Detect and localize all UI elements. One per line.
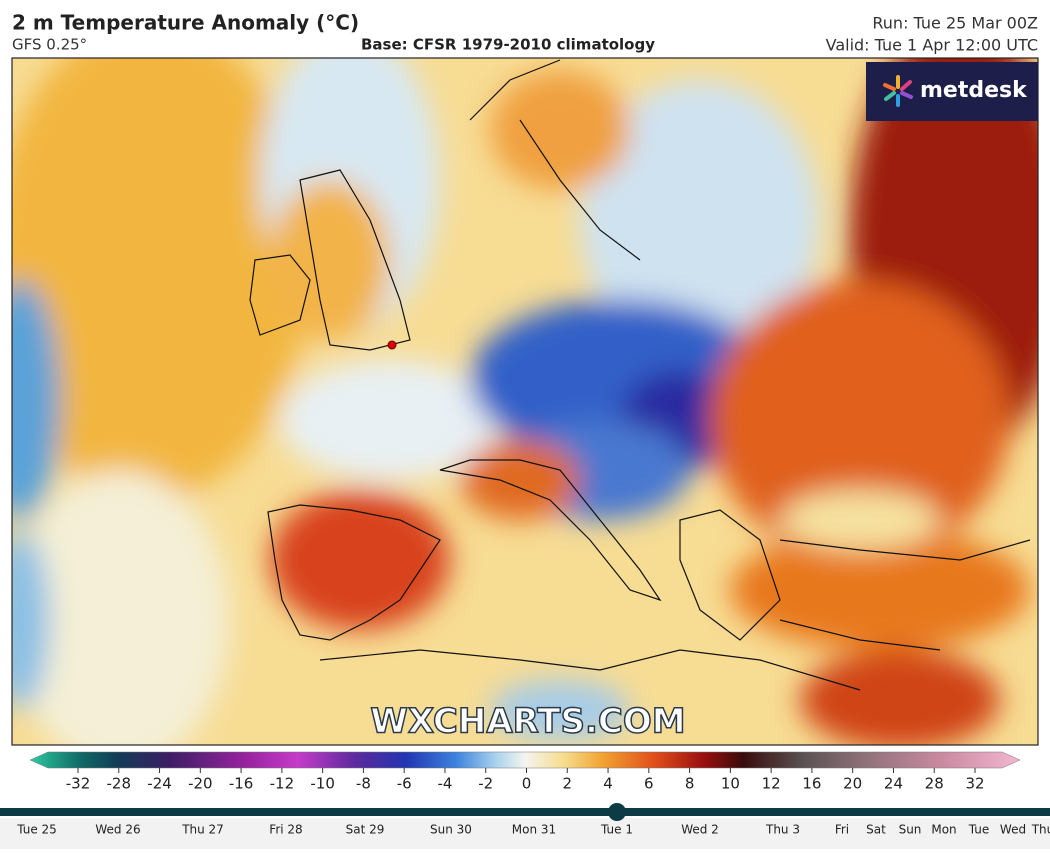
timeline-bg: [0, 818, 1050, 849]
timeline-track: [0, 808, 1050, 816]
colorbar-label: 32: [965, 775, 984, 793]
colorbar-label: 20: [843, 775, 862, 793]
timeline: Tue 25 Wed 26 Thu 27 Fri 28 Sat 29 Sun 30 Mon …: [16, 803, 1050, 837]
colorbar-label: 28: [925, 775, 944, 793]
colorbar-ticks: -32 -28 -24 -20 -16 -12 -10 -8 -6 -4 -2 0 2 4 6 8 10 12 16…: [66, 768, 985, 793]
colorbar-label: -6: [397, 775, 412, 793]
colorbar-label: -16: [229, 775, 254, 793]
timeline-label[interactable]: Thu 27: [181, 823, 224, 837]
colorbar-label: -8: [356, 775, 371, 793]
timeline-label[interactable]: Tue: [968, 823, 990, 837]
colorbar-label: -10: [310, 775, 335, 793]
timeline-label[interactable]: Sat: [866, 823, 886, 837]
colorbar-label: -12: [270, 775, 295, 793]
colorbar: [29, 751, 1021, 769]
timeline-label[interactable]: Wed 26: [95, 823, 140, 837]
colorbar-label: -20: [188, 775, 213, 793]
timeline-label[interactable]: Tue 1: [600, 823, 633, 837]
location-marker: [387, 340, 397, 350]
timeline-handle[interactable]: [608, 803, 626, 821]
run: Run: Tue 25 Mar 00Z: [872, 14, 1038, 33]
timeline-label[interactable]: Fri 28: [269, 823, 302, 837]
timeline-label[interactable]: Sun: [899, 823, 922, 837]
colorbar-label: 12: [762, 775, 781, 793]
timeline-label[interactable]: Fri: [835, 823, 849, 837]
colorbar-label: -24: [147, 775, 172, 793]
watermark: WXCHARTS.COM: [370, 702, 685, 742]
timeline-label[interactable]: Wed 2: [681, 823, 719, 837]
colorbar-label: 6: [644, 775, 654, 793]
map-border: [11, 57, 1039, 746]
colorbar-label: 4: [603, 775, 613, 793]
model: GFS 0.25°: [12, 36, 87, 54]
colorbar-label: 24: [884, 775, 903, 793]
timeline-label[interactable]: Sat 29: [346, 823, 385, 837]
logo-text: metdesk: [920, 78, 1028, 103]
timeline-label[interactable]: Mon 31: [512, 823, 556, 837]
timeline-label[interactable]: Thu 3: [765, 823, 800, 837]
colorbar-label: 16: [802, 775, 821, 793]
map: WXCHARTS.COM: [12, 58, 1038, 745]
colorbar-label: -4: [437, 775, 452, 793]
colorbar-label: -2: [478, 775, 493, 793]
valid: Valid: Tue 1 Apr 12:00 UTC: [826, 36, 1038, 55]
timeline-label[interactable]: Sun 30: [430, 823, 472, 837]
timeline-label[interactable]: Thu: [1031, 823, 1050, 837]
timeline-label[interactable]: Tue 25: [16, 823, 57, 837]
colorbar-label: -28: [107, 775, 132, 793]
colorbar-label: -32: [66, 775, 91, 793]
timeline-label[interactable]: Wed: [1000, 823, 1026, 837]
timeline-label[interactable]: Mon: [931, 823, 956, 837]
colorbar-label: 10: [721, 775, 740, 793]
logo-icon: [883, 75, 913, 107]
title: 2 m Temperature Anomaly (°C): [12, 11, 359, 35]
colorbar-label: 0: [522, 775, 532, 793]
base: Base: CFSR 1979-2010 climatology: [361, 36, 655, 54]
colorbar-label: 8: [685, 775, 695, 793]
colorbar-label: 2: [562, 775, 572, 793]
